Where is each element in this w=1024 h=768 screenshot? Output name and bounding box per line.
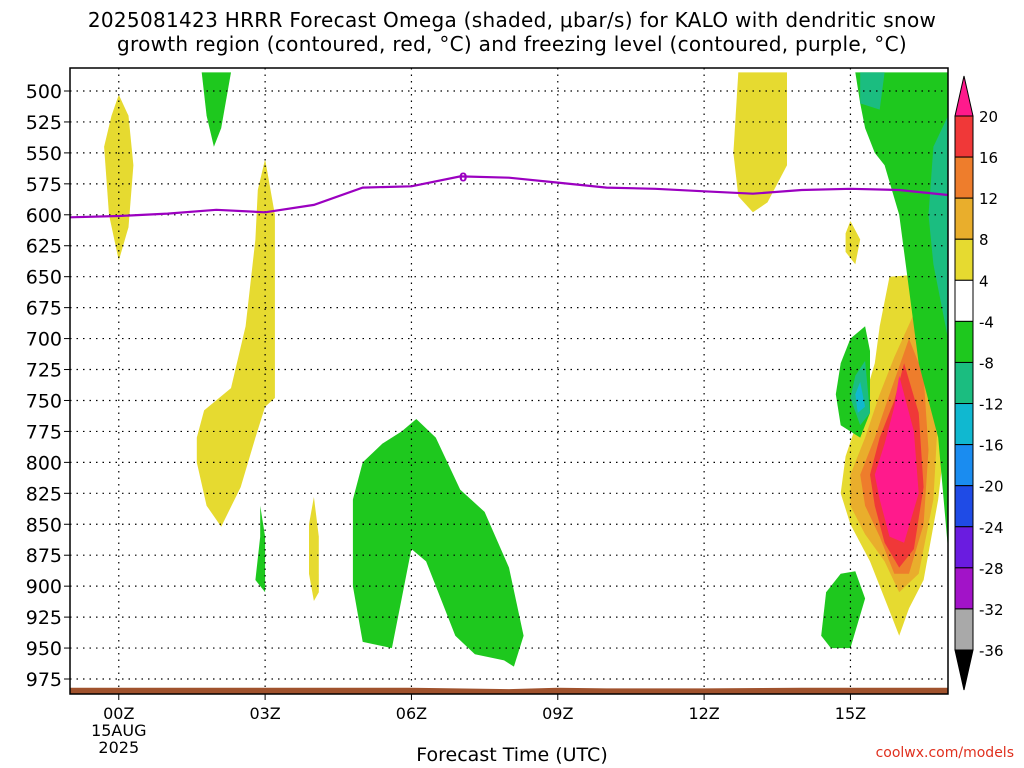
omega-region-19 [855,381,866,413]
freezing-level-contour: 0 [70,170,948,219]
chart-title-line2: growth region (contoured, red, °C) and f… [117,32,907,56]
omega-region-4 [845,221,861,265]
colorbar-label--24: -24 [979,519,1004,537]
x-tick-label-03Z: 03Z [249,704,280,723]
omega-region-12 [352,419,524,667]
y-tick-label-625: 625 [26,236,62,258]
y-tick-label-800: 800 [26,452,62,474]
x-tick-sublabel-15AUG: 15AUG [91,721,146,740]
colorbar-label--36: -36 [979,642,1004,660]
y-tick-label-650: 650 [26,267,62,289]
y-tick-label-575: 575 [26,174,62,196]
colorbar-band-1 [954,115,974,158]
x-tick-label-15Z: 15Z [835,704,866,723]
omega-region-9 [874,375,919,543]
colorbar-band-2 [954,156,974,199]
x-tick-label-09Z: 09Z [542,704,573,723]
chart-title-line1: 2025081423 HRRR Forecast Omega (shaded, … [87,8,937,32]
colorbar-band-6 [954,320,974,363]
colorbar-band-12 [954,567,974,610]
x-tick-label-00Z: 00Z [103,704,134,723]
colorbar-band-3 [954,197,974,240]
omega-shading [104,72,948,667]
colorbar-band-10 [954,485,974,528]
x-axis-title: Forecast Time (UTC) [416,744,608,766]
y-tick-label-550: 550 [26,143,62,165]
colorbar-band-8 [954,403,974,446]
colorbar: 20 16 12 8 4 -4 -8 -12 -16 -20 -24 -28 -32 -36 [954,75,1004,691]
y-tick-label-600: 600 [26,205,62,227]
colorbar-tip-top [954,75,974,117]
colorbar-band-4 [954,238,974,281]
colorbar-band-5 [954,279,974,322]
x-tick-sublabel-2025: 2025 [98,738,139,757]
colorbar-label-12: 12 [979,190,998,208]
y-tick-label-850: 850 [26,514,62,536]
freezing-level-label: 0 [459,170,467,184]
y-tick-label-975: 975 [26,669,62,691]
omega-region-1 [196,159,275,527]
omega-region-14 [821,571,866,649]
colorbar-band-7 [954,361,974,405]
colorbar-band-11 [954,526,974,569]
omega-region-18 [928,115,948,339]
y-tick-label-750: 750 [26,390,62,412]
plot-border [69,67,949,695]
y-tick-label-925: 925 [26,607,62,629]
plot-frame [69,67,949,695]
omega-region-0 [104,94,134,261]
credit-text: coolwx.com/models [875,745,1014,761]
colorbar-label--8: -8 [979,354,994,372]
colorbar-label--16: -16 [979,437,1004,455]
colorbar-band-13 [954,608,974,651]
y-tick-label-500: 500 [26,81,62,103]
colorbar-label-16: 16 [979,149,998,167]
y-tick-label-675: 675 [26,298,62,320]
y-axis: 500 525 550 575 600 625 650 675 700 725 750 775 800 8… [26,81,70,691]
ground-layer [70,687,948,694]
omega-region-10 [201,72,231,147]
colorbar-label--20: -20 [979,478,1004,496]
grid-lines [70,68,948,694]
colorbar-label-4: 4 [979,272,989,290]
colorbar-label--4: -4 [979,313,994,331]
y-tick-label-875: 875 [26,545,62,567]
colorbar-label--28: -28 [979,560,1004,578]
colorbar-label--12: -12 [979,396,1004,414]
colorbar-tip-bottom [954,649,974,691]
omega-region-3 [733,72,787,213]
y-tick-label-775: 775 [26,421,62,443]
omega-region-11 [255,505,266,593]
freezing-level-line [70,175,948,219]
colorbar-label-20: 20 [979,108,998,126]
colorbar-band-9 [954,444,974,487]
y-tick-label-900: 900 [26,576,62,598]
omega-region-2 [309,497,319,601]
y-tick-label-825: 825 [26,483,62,505]
y-tick-label-725: 725 [26,360,62,382]
y-tick-label-525: 525 [26,112,62,134]
omega-region-17 [860,72,885,110]
colorbar-label--32: -32 [979,601,1004,619]
x-tick-label-06Z: 06Z [396,704,427,723]
x-tick-label-12Z: 12Z [688,704,719,723]
y-tick-label-700: 700 [26,329,62,351]
y-tick-label-950: 950 [26,638,62,660]
colorbar-label-8: 8 [979,231,989,249]
ground-polygon [70,687,948,694]
